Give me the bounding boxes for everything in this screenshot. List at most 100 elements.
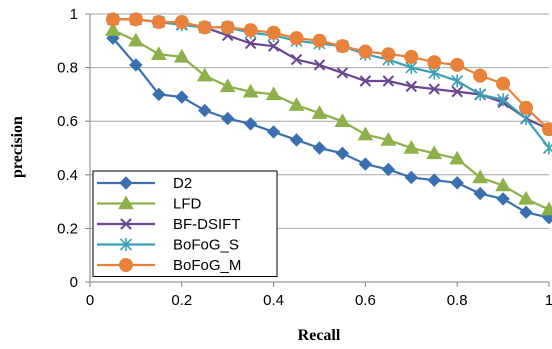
- data-point: [542, 141, 552, 155]
- data-point: [451, 74, 464, 88]
- data-point: [289, 31, 304, 46]
- data-point: [451, 86, 463, 98]
- data-point: [105, 22, 121, 36]
- x-tick-label: 0.8: [447, 292, 468, 309]
- legend-label: D2: [173, 175, 192, 192]
- data-point: [335, 39, 350, 54]
- data-point: [380, 131, 397, 146]
- data-point: [359, 75, 372, 87]
- data-point: [290, 53, 303, 66]
- data-point: [404, 49, 419, 64]
- data-point: [497, 93, 510, 107]
- data-point: [311, 105, 328, 119]
- data-point: [266, 125, 281, 139]
- data-point: [105, 12, 120, 27]
- data-point: [382, 75, 395, 87]
- data-point: [219, 78, 236, 93]
- data-point: [198, 103, 212, 118]
- data-point: [267, 40, 280, 52]
- data-point: [405, 80, 418, 93]
- x-tick-label: 0.6: [355, 292, 376, 309]
- data-point: [450, 57, 465, 72]
- x-tick-label: 1: [545, 292, 552, 309]
- series-BoFoG_M: [105, 12, 552, 137]
- data-point: [128, 32, 144, 47]
- x-tick-label: 0: [86, 292, 94, 309]
- y-tick-label: 0: [70, 274, 78, 291]
- y-tick-label: 0.2: [57, 220, 78, 237]
- legend-marker: [119, 176, 133, 190]
- data-point: [128, 12, 143, 27]
- x-tick-label: 0.2: [171, 292, 192, 309]
- data-point: [244, 37, 257, 50]
- legend-label: BF-DSIFT: [173, 216, 241, 233]
- y-tick-label: 0.6: [57, 113, 78, 130]
- data-point: [428, 83, 440, 95]
- data-point: [129, 58, 143, 72]
- data-point: [426, 145, 443, 160]
- plot-area: [105, 12, 552, 225]
- data-point: [174, 15, 189, 30]
- data-point: [381, 47, 396, 62]
- y-tick-label: 1: [70, 6, 78, 23]
- series-BoFoG_S: [106, 12, 552, 155]
- data-point: [151, 15, 166, 30]
- data-point: [150, 46, 167, 60]
- data-point: [173, 48, 190, 63]
- data-point: [288, 97, 305, 111]
- legend-label: LFD: [173, 196, 202, 213]
- data-point: [266, 25, 281, 40]
- data-point: [381, 162, 396, 177]
- data-point: [243, 117, 258, 131]
- data-point: [473, 186, 487, 201]
- data-point: [450, 176, 464, 190]
- axes: [85, 13, 550, 287]
- data-point: [427, 55, 442, 70]
- data-point: [242, 83, 259, 98]
- tick-labels: 0 0.2 0.4 0.6 0.8 1 0 0.2 0.4 0.6 0.8 1: [57, 6, 552, 309]
- series-LFD: [105, 22, 552, 216]
- data-point: [357, 126, 374, 141]
- legend-marker: [119, 238, 133, 251]
- data-point: [152, 87, 166, 102]
- series-line: [112, 18, 550, 149]
- data-point: [404, 170, 419, 185]
- legend-marker: [118, 195, 134, 210]
- data-point: [196, 67, 213, 82]
- data-point: [243, 23, 258, 38]
- legend-marker: [120, 218, 132, 230]
- x-tick-label: 0.4: [263, 292, 284, 309]
- y-tick-label: 0.8: [57, 60, 78, 77]
- data-point: [312, 141, 327, 155]
- data-point: [495, 177, 511, 192]
- data-point: [358, 157, 373, 171]
- legend-marker: [119, 258, 133, 272]
- data-point: [313, 59, 326, 71]
- data-point: [220, 111, 235, 126]
- data-point: [519, 205, 533, 220]
- legend-label: BoFoG_M: [173, 257, 241, 274]
- data-point: [541, 201, 552, 216]
- data-point: [265, 86, 282, 101]
- data-point: [403, 139, 420, 154]
- data-point: [496, 192, 510, 206]
- data-point: [518, 190, 534, 205]
- data-point: [289, 133, 304, 147]
- x-axis-title: Recall: [298, 327, 341, 344]
- legend-label: BoFoG_S: [173, 237, 239, 254]
- data-point: [335, 146, 350, 161]
- data-point: [427, 173, 441, 187]
- data-point: [220, 20, 235, 35]
- data-point: [197, 20, 212, 35]
- y-tick-label: 0.4: [57, 167, 78, 184]
- legend: D2 LFD BF-DSIFT BoFoG_S BoFoG_M: [92, 170, 278, 277]
- data-point: [474, 87, 487, 101]
- data-point: [358, 44, 373, 59]
- data-point: [336, 67, 349, 79]
- data-point: [496, 76, 511, 91]
- data-point: [519, 100, 534, 115]
- series-D2: [106, 31, 552, 225]
- data-point: [542, 122, 552, 137]
- data-point: [312, 33, 327, 48]
